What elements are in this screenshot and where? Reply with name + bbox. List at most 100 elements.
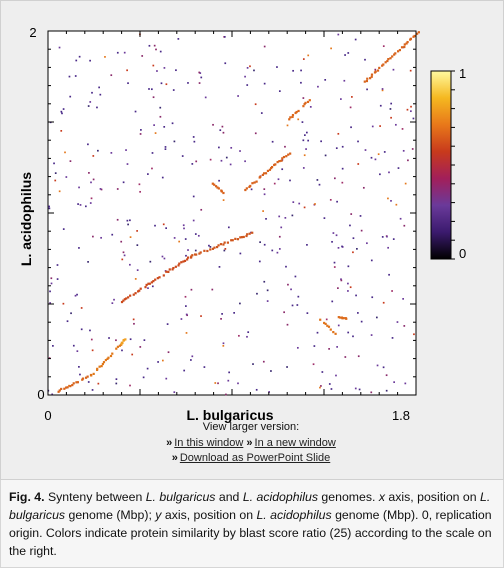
scatter-point [53, 162, 55, 165]
synteny-point [203, 249, 206, 252]
scatter-point [54, 172, 57, 174]
synteny-point [370, 73, 374, 76]
scatter-point [121, 258, 124, 261]
scatter-point [79, 373, 81, 376]
synteny-point [398, 48, 402, 52]
scatter-point [116, 51, 119, 54]
scatter-point [286, 323, 289, 326]
scatter-point [336, 200, 338, 203]
scatter-point [152, 64, 155, 67]
synteny-point [332, 330, 335, 334]
scatter-point [88, 172, 90, 174]
scatter-point [382, 45, 385, 48]
scatter-point [263, 280, 266, 283]
scatter-point [305, 148, 307, 150]
scatter-point [352, 335, 354, 338]
scatter-point [157, 361, 159, 363]
colorbar-gradient [430, 70, 452, 260]
scatter-point [214, 382, 217, 384]
scatter-point [187, 82, 189, 84]
synteny-point [92, 372, 95, 375]
scatter-point [192, 219, 195, 222]
synteny-point [248, 232, 251, 235]
scatter-point [87, 105, 90, 107]
scatter-point [200, 208, 203, 211]
synteny-point [156, 277, 159, 280]
scatter-point [48, 357, 51, 359]
scatter-point [343, 79, 346, 82]
scatter-point [58, 190, 61, 193]
scatter-point [89, 59, 91, 62]
synteny-point [98, 365, 101, 368]
scatter-point [246, 67, 249, 69]
scatter-point [142, 376, 145, 379]
x-tick-label-origin: 0 [44, 408, 51, 423]
scatter-point [307, 139, 310, 142]
synteny-point [123, 298, 126, 301]
view-larger-links: View larger version: » In this window » In… [101, 420, 401, 467]
scatter-point [333, 177, 336, 180]
scatter-point [115, 382, 118, 385]
scatter-point [200, 76, 203, 79]
synteny-point [378, 66, 381, 70]
in-new-window-link[interactable]: In a new window [254, 436, 336, 449]
scatter-point [223, 249, 226, 252]
scatter-point [191, 355, 194, 358]
scatter-point [163, 257, 166, 260]
scatter-point [212, 123, 214, 126]
in-this-window-link[interactable]: In this window [174, 436, 244, 449]
synteny-point [369, 77, 372, 80]
scatter-point [404, 182, 407, 185]
synteny-point [211, 247, 215, 250]
synteny-point [172, 266, 175, 270]
scatter-point [77, 203, 79, 205]
scatter-point [129, 219, 131, 222]
synteny-point [214, 185, 218, 188]
synteny-plot-svg: 2 0 0 1.8 L. bulgaricus L. acidophilus 1… [18, 25, 466, 423]
synteny-point [295, 110, 298, 114]
scatter-point [159, 106, 162, 109]
scatter-point [390, 102, 393, 105]
scatter-point [239, 302, 241, 305]
synteny-point [303, 103, 306, 106]
synteny-point [216, 186, 219, 189]
synteny-point [246, 233, 249, 236]
scatter-point [252, 363, 254, 365]
synteny-point [365, 79, 369, 83]
caption-text: axis, position on [385, 490, 481, 504]
synteny-point [403, 43, 406, 46]
scatter-point [268, 391, 270, 393]
scatter-point [48, 205, 50, 208]
scatter-point [50, 282, 53, 285]
scatter-point [139, 190, 141, 193]
synteny-point [291, 115, 294, 119]
scatter-point [190, 288, 193, 291]
scatter-point [192, 195, 195, 198]
scatter-point [385, 389, 388, 392]
synteny-point [222, 243, 225, 246]
scatter-point [370, 391, 373, 394]
scatter-point [320, 140, 322, 143]
synteny-point [115, 347, 118, 350]
scatter-point [284, 217, 287, 219]
synteny-point [152, 280, 155, 283]
scatter-point [183, 227, 185, 230]
download-powerpoint-link[interactable]: Download as PowerPoint Slide [179, 452, 331, 464]
synteny-point [387, 58, 390, 61]
caption-species-y: L. acidophilus [242, 490, 319, 504]
scatter-point [165, 227, 167, 230]
synteny-point [234, 237, 237, 240]
scatter-point [140, 129, 142, 131]
scatter-point [347, 282, 349, 285]
synteny-point [217, 187, 220, 190]
synteny-point [211, 182, 214, 185]
scatter-point [390, 199, 392, 202]
synteny-point [263, 172, 266, 175]
synteny-point [183, 259, 187, 262]
scatter-point [237, 382, 239, 385]
scatter-point [366, 88, 368, 91]
scatter-point [266, 289, 269, 292]
scatter-point [328, 348, 330, 350]
scatter-point [340, 278, 342, 281]
caption-text: genomes. [318, 490, 379, 504]
